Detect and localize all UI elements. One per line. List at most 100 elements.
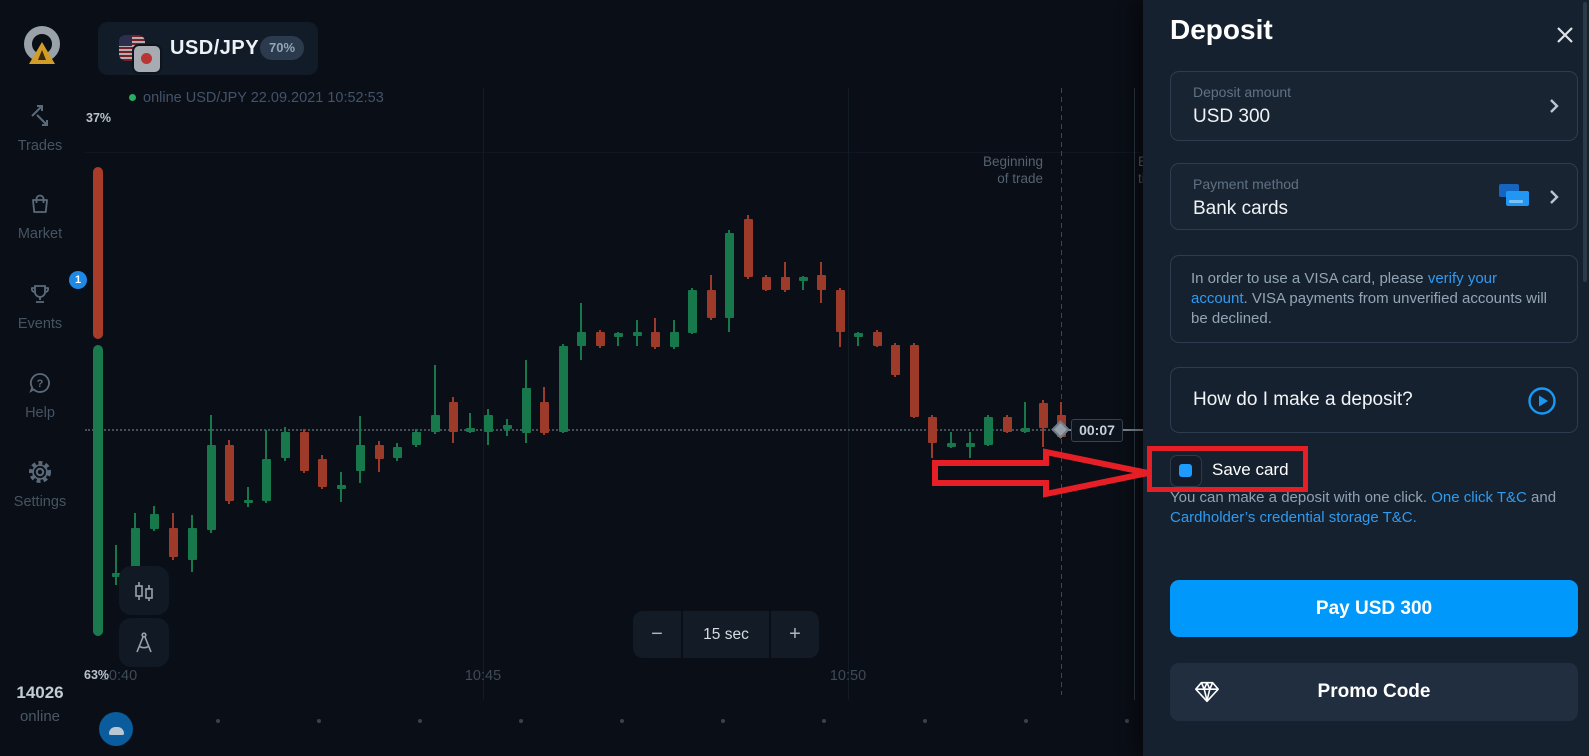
online-users-label: online [19, 708, 61, 725]
events-badge: 1 [69, 271, 87, 289]
candle-body [890, 345, 900, 375]
one-click-tc-link[interactable]: One click T&C [1431, 489, 1527, 506]
candle-body [483, 415, 493, 432]
candle-wick [802, 276, 804, 290]
candle-wick [857, 332, 859, 346]
play-video-icon[interactable] [1527, 386, 1557, 416]
drawing-tools-button[interactable] [119, 618, 169, 667]
asset-selector[interactable]: USD/JPY 70% [98, 22, 318, 75]
checkbox-checked-mark [1179, 464, 1192, 477]
candle-body [706, 290, 716, 318]
events-trophy-icon [30, 285, 50, 303]
candle-wick [950, 432, 952, 448]
timeline-dot [1125, 719, 1129, 723]
candle-body [983, 417, 993, 445]
candle-body [111, 573, 121, 577]
timeframe-increase-button[interactable]: + [771, 611, 819, 658]
verify-account-link[interactable]: verify your account [1191, 270, 1497, 307]
promo-code-button[interactable]: Promo Code [1170, 663, 1578, 721]
panel-scrollbar[interactable] [1583, 2, 1587, 282]
trade-countdown-timer: 00:07 [1071, 419, 1123, 442]
candle-wick [1024, 402, 1026, 433]
candle-body [280, 432, 290, 458]
deposit-amount-field[interactable]: Deposit amount USD 300 [1170, 71, 1578, 141]
candle-body [687, 290, 697, 333]
chart-type-button[interactable] [119, 566, 169, 615]
vertical-gridline [483, 88, 484, 700]
beginning-of-trade-line [1061, 88, 1062, 695]
time-axis-tick: 10:45 [464, 668, 502, 684]
settings-gear-icon [29, 461, 51, 483]
market-bag-icon [32, 194, 48, 213]
time-axis-tick: 10:50 [829, 668, 867, 684]
bank-cards-icon [1497, 184, 1529, 212]
japan-flag-icon [132, 44, 162, 74]
candle-body [743, 219, 753, 277]
candlestick-chart-icon [135, 581, 153, 601]
sidebar-item-market[interactable]: Market [0, 191, 80, 242]
candle-body [317, 459, 327, 487]
candle-body [853, 333, 863, 337]
candle-body [780, 277, 790, 290]
candle-body [669, 332, 679, 347]
candle-body [130, 528, 140, 567]
candle-body [798, 277, 808, 281]
timeframe-selector: − 15 sec + [633, 611, 819, 658]
chevron-right-icon [1550, 189, 1559, 204]
current-price-dotted-line [85, 429, 1061, 431]
beginning-of-trade-label: Beginning of trade [982, 154, 1043, 186]
how-to-deposit-card[interactable]: How do I make a deposit? [1170, 367, 1578, 433]
candle-wick [469, 413, 471, 433]
candle-body [1038, 403, 1048, 428]
deposit-amount-value: USD 300 [1193, 106, 1271, 127]
candle-body [465, 428, 475, 432]
candle-body [355, 445, 365, 471]
candle-body [539, 402, 549, 433]
candle-body [299, 432, 309, 471]
cardholder-storage-tc-link[interactable]: Cardholder’s credential storage T&C. [1170, 509, 1417, 526]
sidebar-item-help[interactable]: ? Help [0, 370, 80, 421]
timeline-dot [1024, 719, 1028, 723]
candle-body [558, 346, 568, 432]
candle-body [168, 528, 178, 557]
save-card-checkbox[interactable] [1170, 455, 1202, 487]
buyers-sentiment-bar [93, 345, 103, 636]
candle-body [187, 528, 197, 560]
candle-body [521, 388, 531, 433]
sidebar-item-settings[interactable]: Settings [0, 459, 80, 510]
price-marker-diamond [1051, 420, 1070, 439]
time-axis-tick: 10:40 [100, 668, 138, 684]
candle-body [650, 332, 660, 347]
pay-button[interactable]: Pay USD 300 [1170, 580, 1578, 637]
timeline-dot [317, 719, 321, 723]
horizontal-gridline [85, 152, 1141, 153]
timeline-dot [418, 719, 422, 723]
deposit-amount-label: Deposit amount [1193, 84, 1292, 100]
timeframe-decrease-button[interactable]: − [633, 611, 681, 658]
promo-diamond-icon [1195, 681, 1219, 703]
timeframe-value: 15 sec [683, 611, 769, 658]
candle-body [374, 445, 384, 459]
sidebar-item-trades[interactable]: Trades [0, 103, 80, 154]
compass-icon [136, 631, 152, 652]
candle-body [206, 445, 216, 530]
chat-icon [108, 727, 124, 735]
candle-body [149, 514, 159, 529]
candle-body [448, 402, 458, 432]
online-users-count: 14026 [16, 683, 64, 702]
candle-body [243, 500, 253, 503]
panel-title: Deposit [1170, 14, 1273, 45]
app-logo[interactable] [22, 26, 62, 66]
candle-body [761, 277, 771, 290]
candle-body [411, 432, 421, 445]
candle-body [835, 290, 845, 332]
chart-area: Beginning of trade Expiration time 37% 6… [84, 22, 1198, 746]
payment-method-field[interactable]: Payment method Bank cards [1170, 163, 1578, 230]
candle-wick [247, 487, 249, 507]
candle-body [724, 233, 734, 318]
close-button[interactable] [1552, 22, 1578, 48]
chevron-right-icon [1550, 99, 1559, 113]
support-chat-button[interactable] [99, 712, 133, 746]
candle-body [1002, 417, 1012, 432]
sidebar-item-events[interactable]: 1 Events [0, 271, 87, 332]
